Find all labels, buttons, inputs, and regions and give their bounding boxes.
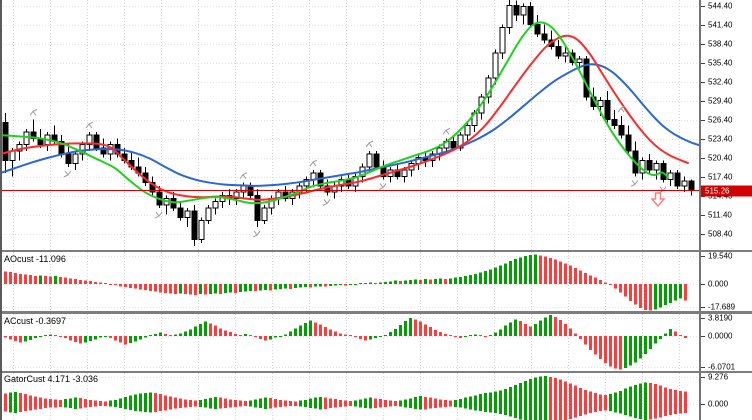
axis-tick [701,307,705,308]
axis-label: 538.40 [708,39,733,49]
axis-tick [701,404,705,405]
axis-label: 0.0000 [708,331,733,341]
axis-label: 0.000 [708,279,729,289]
axis-label: 532.40 [708,77,733,87]
axis-tick [701,177,705,178]
axis-tick [701,256,705,257]
axis-label: 508.40 [708,229,733,239]
ac-indicator-panel[interactable] [0,314,699,371]
panel-separator[interactable] [0,311,752,314]
main-chart-panel[interactable] [0,0,699,250]
axis-label: 523.40 [708,134,733,144]
axis-tick [701,377,705,378]
ma-red-line [0,34,689,201]
axis-tick [701,25,705,26]
axis-tick [701,63,705,64]
candles-group [2,0,695,247]
axis-tick [701,101,705,102]
axis-label: -17.689 [708,302,736,312]
axis-tick [701,367,705,368]
axis-tick [701,215,705,216]
axis-tick [701,139,705,140]
axis-label: 3.8190 [708,313,733,323]
panel-separator[interactable] [0,250,752,252]
axis-tick [701,158,705,159]
axis-tick [701,196,705,197]
axis-tick [701,82,705,83]
gator-indicator-panel[interactable] [0,373,699,420]
axis-label: 511.40 [708,210,732,220]
ma-green-line [0,21,669,205]
axis-label: 9.276 [708,372,729,382]
histogram-bars-group [4,376,687,420]
axis-label: 529.40 [708,96,733,106]
current-price-tag: 515.26 [701,185,752,197]
axis-label: 541.40 [708,20,733,30]
histogram-bars-group [4,254,687,311]
axis-tick [701,336,705,337]
axis-label: 0.000 [708,399,729,409]
axis-tick [701,234,705,235]
axis-label: 544.40 [708,1,733,11]
axis-tick [701,6,705,7]
histogram-bars-group [4,314,687,370]
axis-label: 520.40 [708,153,733,163]
fractal-marks-group [29,105,667,250]
axis-tick [701,120,705,121]
axis-label: 535.40 [708,58,733,68]
gator-indicator-label: GatorCust 4.171 -3.036 [4,374,99,384]
sell-signal-arrow-icon[interactable] [650,192,666,208]
ac-indicator-label: ACcust -0.3697 [4,316,67,326]
axis-label: 517.40 [708,172,733,182]
axis-tick [701,318,705,319]
axis-label: 526.40 [708,115,733,125]
ao-indicator-label: AOcust -11.096 [4,254,66,264]
axis-label: -6.0701 [708,362,736,372]
axis-tick [701,44,705,45]
axis-label: 19.540 [708,251,733,261]
chart-left-border [0,0,2,420]
axis-tick [701,284,705,285]
ao-indicator-panel[interactable] [0,252,699,311]
panel-separator[interactable] [0,371,752,373]
price-axis[interactable]: 515.26 544.40 541.40 538.40 535.40 532.40 529… [699,0,752,420]
